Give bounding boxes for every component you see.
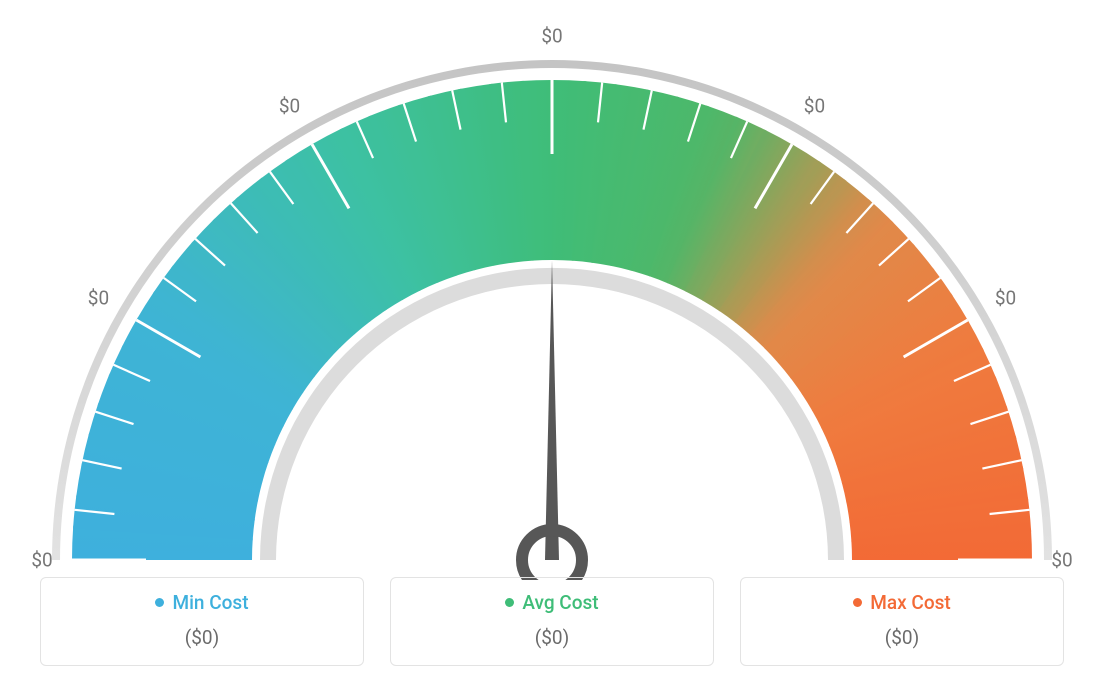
legend-label-min: Min Cost [172,593,248,612]
legend-dot-min [155,598,164,607]
cost-gauge-container: $0$0$0$0$0$0$0 Min Cost ($0) Avg Cost ($… [0,0,1104,690]
gauge-svg [32,20,1072,580]
legend-dot-max [853,598,862,607]
legend-value-min: ($0) [51,626,353,649]
legend-row: Min Cost ($0) Avg Cost ($0) Max Cost ($0… [40,577,1064,666]
legend-title-avg: Avg Cost [505,593,598,612]
legend-title-min: Min Cost [155,593,248,612]
gauge-chart: $0$0$0$0$0$0$0 [32,20,1072,580]
legend-dot-avg [505,598,514,607]
legend-value-avg: ($0) [401,626,703,649]
legend-card-avg: Avg Cost ($0) [390,577,714,666]
legend-card-min: Min Cost ($0) [40,577,364,666]
legend-title-max: Max Cost [853,593,950,612]
legend-label-max: Max Cost [870,593,950,612]
legend-label-avg: Avg Cost [522,593,598,612]
legend-value-max: ($0) [751,626,1053,649]
legend-card-max: Max Cost ($0) [740,577,1064,666]
